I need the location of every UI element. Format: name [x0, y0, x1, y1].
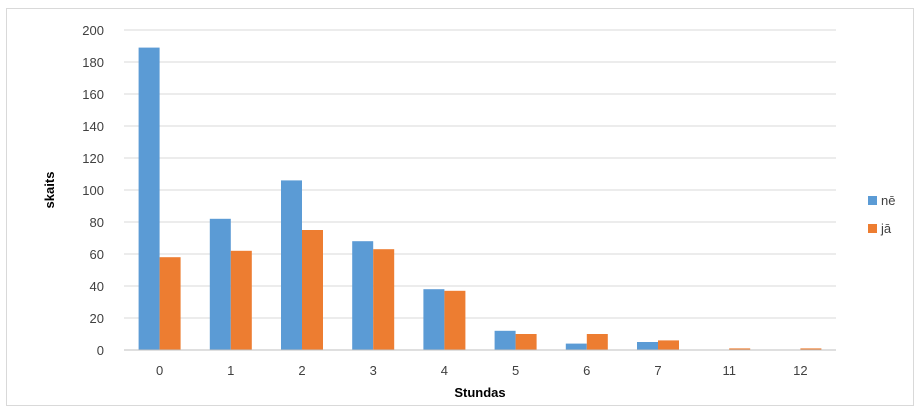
bar-nē-1	[209, 218, 231, 350]
bar-jā-12	[800, 348, 822, 350]
bar-jā-4	[444, 290, 466, 350]
bar-jā-0	[159, 257, 181, 350]
y-tick-label: 140	[82, 119, 104, 134]
y-axis-ticks: 0 20 40 60 80 100 120 140 160 180 200	[82, 23, 104, 358]
y-tick-label: 0	[97, 343, 104, 358]
legend-swatch-nē	[868, 196, 877, 205]
x-tick-label: 4	[441, 363, 448, 378]
legend-label-nē: nē	[881, 193, 895, 208]
bar-jā-5	[515, 334, 537, 350]
bar-jā-2	[302, 230, 323, 350]
y-tick-label: 100	[82, 183, 104, 198]
bar-jā-1	[230, 250, 252, 350]
y-axis-title: skaits	[42, 172, 57, 209]
y-tick-label: 120	[82, 151, 104, 166]
legend-label-jā: jā	[880, 221, 892, 236]
x-tick-label: 6	[583, 363, 590, 378]
x-tick-label: 7	[654, 363, 661, 378]
bar-nē-6	[565, 343, 587, 350]
y-tick-label: 200	[82, 23, 104, 38]
bar-jā-7	[658, 340, 679, 350]
bar-nē-5	[494, 330, 516, 350]
bars	[138, 47, 822, 350]
x-axis-ticks: 0 1 2 3 4 5 6 7 11 12	[156, 363, 808, 378]
y-tick-label: 160	[82, 87, 104, 102]
bar-jā-3	[373, 249, 395, 350]
bar-nē-4	[423, 289, 445, 350]
legend: nē jā	[868, 193, 895, 236]
y-tick-label: 180	[82, 55, 104, 70]
bar-nē-7	[637, 342, 658, 350]
x-tick-label: 12	[793, 363, 807, 378]
x-tick-label: 1	[227, 363, 234, 378]
bar-jā-11	[729, 348, 751, 350]
x-tick-label: 11	[722, 363, 736, 378]
legend-swatch-jā	[868, 224, 877, 233]
x-tick-label: 3	[370, 363, 377, 378]
x-axis-title: Stundas	[454, 385, 505, 400]
x-tick-label: 5	[512, 363, 519, 378]
y-tick-label: 80	[90, 215, 104, 230]
x-tick-label: 0	[156, 363, 163, 378]
y-tick-label: 60	[90, 247, 104, 262]
x-tick-label: 2	[298, 363, 305, 378]
y-tick-label: 20	[90, 311, 104, 326]
bar-jā-6	[586, 334, 608, 350]
bar-nē-0	[138, 47, 160, 350]
bar-nē-2	[281, 180, 302, 350]
y-tick-label: 40	[90, 279, 104, 294]
bar-nē-3	[352, 241, 374, 350]
